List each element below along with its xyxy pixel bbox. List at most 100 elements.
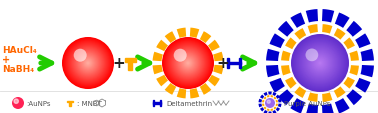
Circle shape bbox=[76, 51, 101, 76]
Wedge shape bbox=[285, 38, 297, 50]
Circle shape bbox=[64, 39, 112, 87]
Wedge shape bbox=[290, 13, 305, 29]
Wedge shape bbox=[322, 104, 334, 113]
Wedge shape bbox=[271, 108, 273, 111]
Wedge shape bbox=[278, 104, 282, 107]
Bar bbox=[153, 102, 161, 104]
Wedge shape bbox=[213, 52, 223, 62]
Wedge shape bbox=[278, 89, 294, 105]
Wedge shape bbox=[177, 88, 186, 99]
Circle shape bbox=[305, 49, 318, 62]
Circle shape bbox=[164, 39, 212, 87]
Circle shape bbox=[162, 38, 214, 89]
Circle shape bbox=[167, 43, 209, 84]
Wedge shape bbox=[165, 32, 176, 44]
Wedge shape bbox=[259, 104, 262, 107]
Wedge shape bbox=[273, 97, 277, 100]
Circle shape bbox=[319, 62, 321, 64]
Wedge shape bbox=[306, 104, 318, 113]
Circle shape bbox=[165, 40, 211, 87]
Circle shape bbox=[87, 63, 89, 64]
Wedge shape bbox=[259, 99, 262, 102]
Wedge shape bbox=[153, 65, 163, 75]
Circle shape bbox=[84, 60, 91, 67]
Wedge shape bbox=[278, 22, 294, 37]
Wedge shape bbox=[190, 28, 199, 39]
Wedge shape bbox=[273, 107, 277, 110]
Circle shape bbox=[177, 53, 199, 74]
Circle shape bbox=[77, 53, 99, 74]
Circle shape bbox=[291, 35, 349, 92]
Wedge shape bbox=[276, 104, 278, 106]
Wedge shape bbox=[273, 110, 277, 113]
Circle shape bbox=[168, 44, 208, 83]
Wedge shape bbox=[208, 40, 220, 52]
Wedge shape bbox=[334, 87, 345, 98]
Bar bbox=[153, 100, 155, 106]
Circle shape bbox=[170, 46, 206, 81]
Wedge shape bbox=[346, 22, 362, 37]
Circle shape bbox=[318, 61, 322, 65]
Circle shape bbox=[171, 47, 205, 80]
Circle shape bbox=[74, 49, 102, 78]
Text: :AuNPs: :AuNPs bbox=[26, 100, 51, 106]
Circle shape bbox=[183, 59, 192, 68]
Wedge shape bbox=[270, 78, 285, 93]
Wedge shape bbox=[268, 92, 272, 95]
Circle shape bbox=[73, 48, 103, 79]
Wedge shape bbox=[334, 29, 345, 40]
Wedge shape bbox=[263, 110, 268, 113]
Text: NaBH₄: NaBH₄ bbox=[2, 65, 34, 74]
Circle shape bbox=[296, 40, 344, 87]
Circle shape bbox=[303, 47, 337, 80]
Circle shape bbox=[80, 55, 96, 71]
Circle shape bbox=[84, 59, 93, 68]
Circle shape bbox=[173, 48, 203, 79]
Circle shape bbox=[85, 61, 91, 66]
Circle shape bbox=[292, 36, 348, 91]
Circle shape bbox=[315, 59, 325, 68]
Wedge shape bbox=[156, 75, 168, 87]
Wedge shape bbox=[271, 95, 273, 98]
Circle shape bbox=[307, 51, 333, 76]
Text: +: + bbox=[113, 56, 125, 71]
Wedge shape bbox=[276, 95, 280, 99]
Wedge shape bbox=[200, 83, 211, 95]
Circle shape bbox=[169, 45, 207, 82]
Wedge shape bbox=[290, 98, 305, 113]
Wedge shape bbox=[322, 25, 332, 34]
Wedge shape bbox=[349, 51, 359, 61]
Circle shape bbox=[305, 49, 335, 78]
Circle shape bbox=[163, 39, 213, 88]
Wedge shape bbox=[262, 100, 265, 102]
Wedge shape bbox=[355, 78, 370, 93]
Circle shape bbox=[316, 59, 324, 67]
Wedge shape bbox=[165, 83, 176, 95]
Wedge shape bbox=[361, 49, 374, 61]
Circle shape bbox=[68, 44, 108, 83]
Circle shape bbox=[83, 58, 93, 69]
Circle shape bbox=[78, 54, 98, 73]
Wedge shape bbox=[177, 28, 186, 39]
Wedge shape bbox=[361, 65, 374, 78]
Wedge shape bbox=[270, 34, 285, 49]
Circle shape bbox=[12, 97, 24, 109]
Circle shape bbox=[265, 98, 275, 108]
Text: Deltamethrin: Deltamethrin bbox=[166, 100, 212, 106]
Circle shape bbox=[311, 54, 329, 72]
Circle shape bbox=[267, 100, 270, 103]
Wedge shape bbox=[355, 34, 370, 49]
Wedge shape bbox=[276, 100, 278, 102]
Wedge shape bbox=[190, 88, 199, 99]
Circle shape bbox=[185, 61, 191, 66]
Wedge shape bbox=[294, 87, 306, 98]
Circle shape bbox=[82, 57, 94, 70]
Circle shape bbox=[74, 49, 87, 62]
Circle shape bbox=[184, 60, 192, 67]
Wedge shape bbox=[281, 66, 291, 76]
Wedge shape bbox=[343, 38, 355, 50]
Wedge shape bbox=[273, 92, 277, 96]
Circle shape bbox=[71, 47, 105, 80]
Wedge shape bbox=[276, 107, 280, 112]
Wedge shape bbox=[156, 40, 168, 52]
